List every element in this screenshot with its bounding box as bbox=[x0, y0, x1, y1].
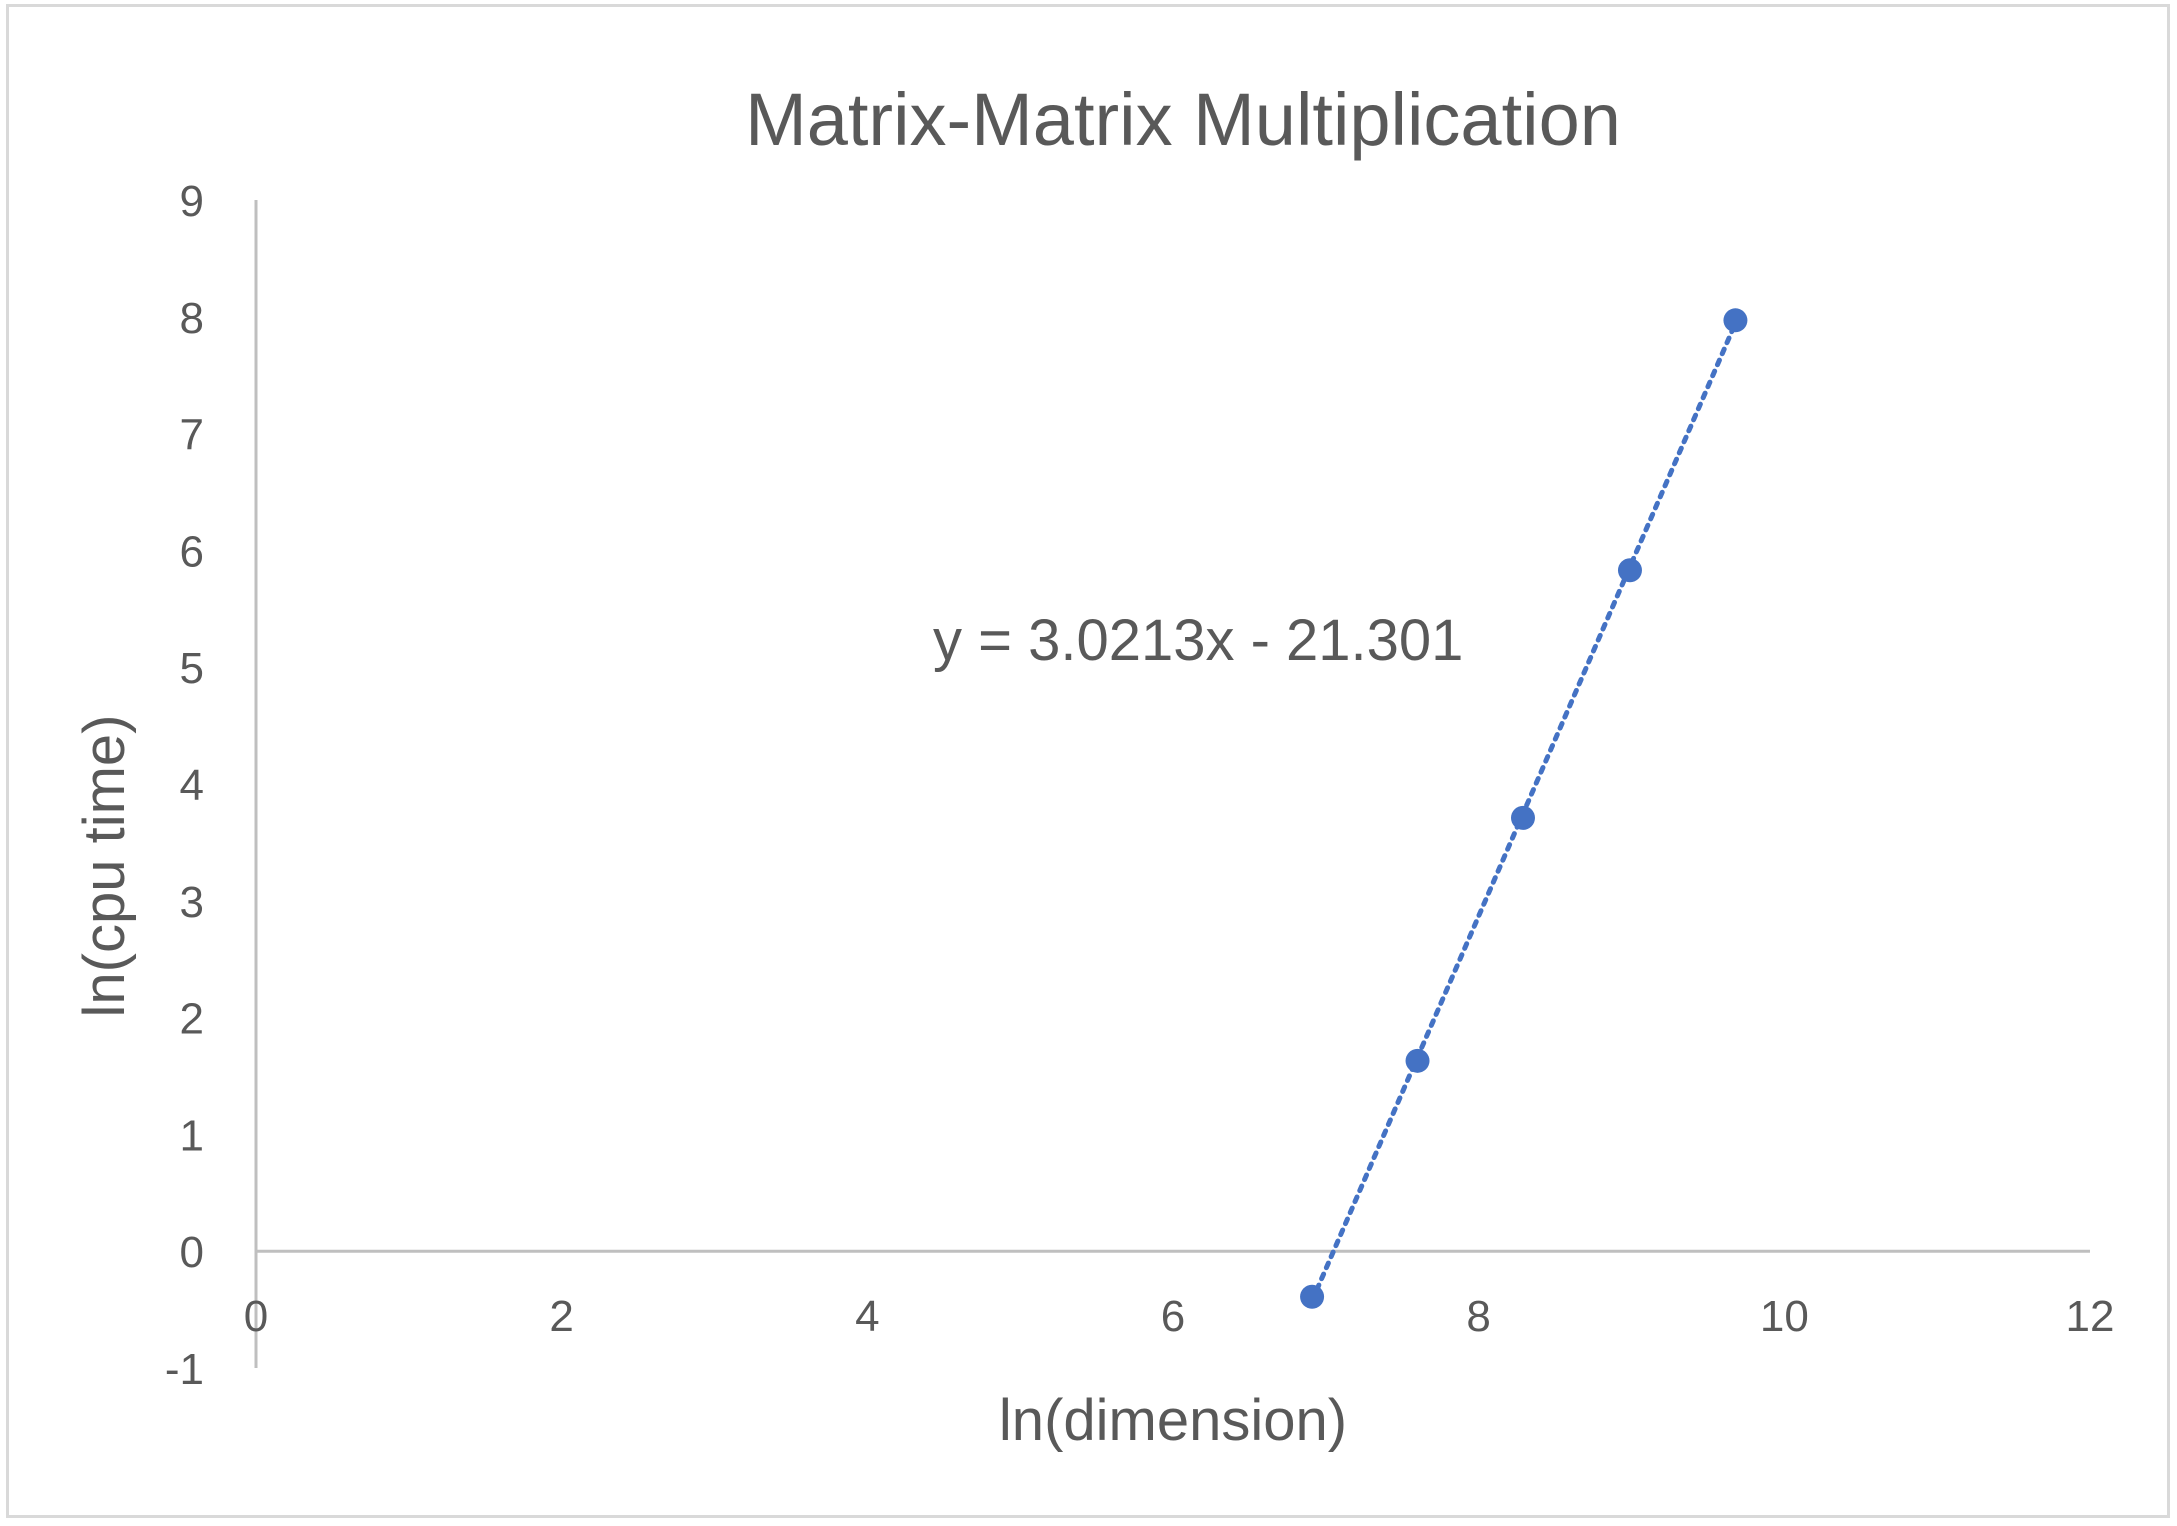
x-tick-label: 6 bbox=[1161, 1292, 1185, 1341]
y-tick-label: 3 bbox=[180, 878, 204, 927]
x-tick-label: 4 bbox=[855, 1292, 879, 1341]
y-tick-label: 9 bbox=[180, 177, 204, 226]
y-axis-title: ln(cpu time) bbox=[72, 715, 137, 1018]
axes bbox=[254, 200, 2090, 1368]
data-point bbox=[1723, 308, 1748, 333]
x-tick-label: 0 bbox=[244, 1292, 268, 1341]
y-tick-labels: -1 0 1 2 3 4 5 6 7 8 9 bbox=[165, 177, 204, 1394]
y-tick-label: 7 bbox=[180, 411, 204, 460]
chart-title: Matrix-Matrix Multiplication bbox=[745, 78, 1621, 161]
y-tick-label: 6 bbox=[180, 527, 204, 576]
y-tick-label: 1 bbox=[180, 1111, 204, 1160]
x-tick-label: 2 bbox=[549, 1292, 573, 1341]
x-tick-label: 12 bbox=[2066, 1292, 2115, 1341]
y-tick-label: 2 bbox=[180, 995, 204, 1044]
x-tick-labels: 0 2 4 6 8 10 12 bbox=[244, 1292, 2115, 1341]
y-tick-label: 8 bbox=[180, 294, 204, 343]
data-point bbox=[1617, 558, 1642, 583]
y-tick-label: -1 bbox=[165, 1345, 204, 1394]
data-point bbox=[1510, 805, 1535, 830]
data-points bbox=[1300, 308, 1748, 1309]
x-tick-label: 8 bbox=[1466, 1292, 1490, 1341]
trendline-equation: y = 3.0213x - 21.301 bbox=[933, 608, 1463, 673]
data-point bbox=[1300, 1284, 1325, 1309]
y-tick-label: 5 bbox=[180, 644, 204, 693]
x-tick-label: 10 bbox=[1760, 1292, 1809, 1341]
x-axis-title: ln(dimension) bbox=[999, 1388, 1347, 1453]
y-tick-label: 0 bbox=[180, 1228, 204, 1277]
chart-frame bbox=[6, 4, 2170, 1518]
data-point bbox=[1405, 1048, 1430, 1073]
y-tick-label: 4 bbox=[180, 761, 204, 810]
